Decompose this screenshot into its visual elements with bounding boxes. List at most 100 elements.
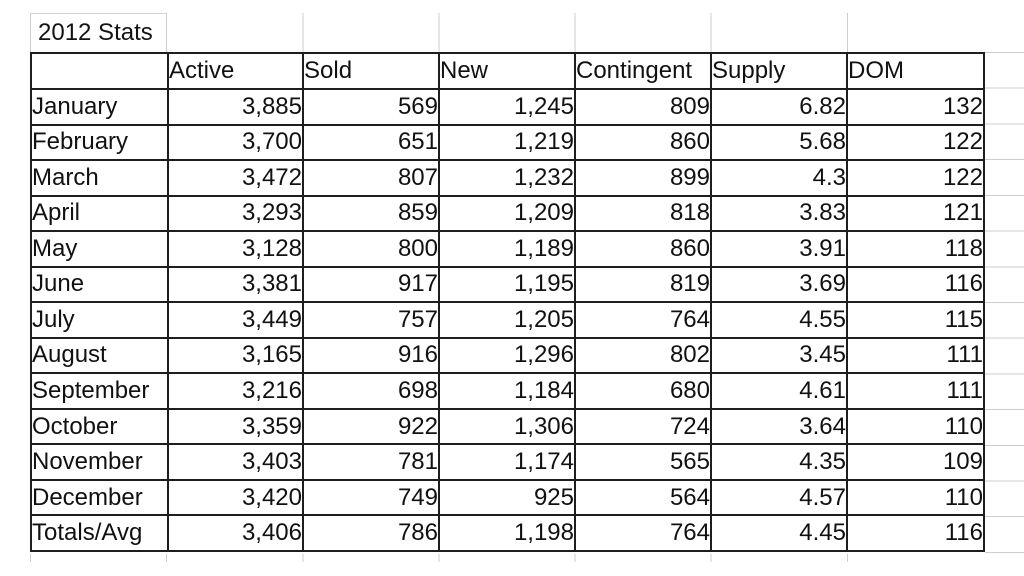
cell-supply[interactable]: 4.3 (710, 159, 848, 197)
cell-dom[interactable]: 115 (846, 301, 985, 339)
header-cell-supply[interactable]: Supply (710, 52, 848, 90)
cell-contingent[interactable]: 724 (574, 407, 712, 446)
cell-dom[interactable]: 110 (846, 407, 985, 446)
cell-dom[interactable]: 111 (846, 372, 985, 410)
cell-month-label[interactable]: January (30, 88, 169, 126)
cell-active[interactable]: 3,449 (167, 301, 304, 339)
cell-sold[interactable]: 916 (302, 336, 440, 375)
cell-contingent[interactable]: 809 (574, 88, 712, 126)
cell-sold[interactable]: 749 (302, 478, 440, 517)
cell-dom[interactable]: 118 (846, 230, 985, 268)
cell-dom[interactable]: 122 (846, 123, 985, 162)
header-cell-sold[interactable]: Sold (302, 52, 440, 90)
cell-contingent[interactable]: 860 (574, 123, 712, 162)
cell-sold[interactable]: 807 (302, 159, 440, 197)
cell-supply[interactable]: 5.68 (710, 123, 848, 162)
cell-active[interactable]: 3,165 (167, 336, 304, 375)
cell-contingent[interactable]: 860 (574, 230, 712, 268)
cell-new[interactable]: 1,205 (438, 301, 576, 339)
cell-month-label[interactable]: June (30, 265, 169, 304)
cell-active[interactable]: 3,885 (167, 88, 304, 126)
cell-month-label[interactable]: November (30, 443, 169, 481)
cell-supply[interactable]: 3.83 (710, 194, 848, 233)
cell-active[interactable]: 3,359 (167, 407, 304, 446)
cell-totals-label[interactable]: Totals/Avg (30, 514, 169, 552)
cell-new[interactable]: 1,306 (438, 407, 576, 446)
cell-month-label[interactable]: October (30, 407, 169, 446)
header-cell-empty[interactable] (30, 52, 169, 90)
cell-sold[interactable]: 859 (302, 194, 440, 233)
header-cell-active[interactable]: Active (167, 52, 304, 90)
cell-sold[interactable]: 781 (302, 443, 440, 481)
cell-supply[interactable]: 4.57 (710, 478, 848, 517)
cell-sold[interactable]: 698 (302, 372, 440, 410)
cell-contingent[interactable]: 680 (574, 372, 712, 410)
cell-active[interactable]: 3,472 (167, 159, 304, 197)
cell-supply[interactable]: 3.64 (710, 407, 848, 446)
cell-new[interactable]: 1,189 (438, 230, 576, 268)
cell-dom[interactable]: 116 (846, 265, 985, 304)
cell-active[interactable]: 3,420 (167, 478, 304, 517)
cell-active[interactable]: 3,406 (167, 514, 304, 552)
cell-new[interactable]: 1,195 (438, 265, 576, 304)
cell-dom[interactable]: 111 (846, 336, 985, 375)
cell-dom[interactable]: 132 (846, 88, 985, 126)
cell-supply[interactable]: 3.69 (710, 265, 848, 304)
cell-sold[interactable]: 922 (302, 407, 440, 446)
cell-month-label[interactable]: August (30, 336, 169, 375)
stats-table: Active Sold New Contingent Supply DOM Ja… (30, 52, 985, 552)
cell-dom[interactable]: 122 (846, 159, 985, 197)
cell-contingent[interactable]: 819 (574, 265, 712, 304)
cell-active[interactable]: 3,700 (167, 123, 304, 162)
header-cell-dom[interactable]: DOM (846, 52, 985, 90)
header-cell-contingent[interactable]: Contingent (574, 52, 712, 90)
cell-new[interactable]: 1,296 (438, 336, 576, 375)
cell-month-label[interactable]: December (30, 478, 169, 517)
cell-contingent[interactable]: 565 (574, 443, 712, 481)
cell-supply[interactable]: 3.91 (710, 230, 848, 268)
cell-month-label[interactable]: July (30, 301, 169, 339)
cell-dom[interactable]: 116 (846, 514, 985, 552)
cell-supply[interactable]: 3.45 (710, 336, 848, 375)
cell-new[interactable]: 1,184 (438, 372, 576, 410)
cell-sold[interactable]: 786 (302, 514, 440, 552)
cell-active[interactable]: 3,128 (167, 230, 304, 268)
cell-sold[interactable]: 569 (302, 88, 440, 126)
cell-contingent[interactable]: 899 (574, 159, 712, 197)
cell-new[interactable]: 1,174 (438, 443, 576, 481)
sheet-title-cell[interactable]: 2012 Stats (38, 19, 153, 46)
cell-new[interactable]: 1,209 (438, 194, 576, 233)
cell-sold[interactable]: 651 (302, 123, 440, 162)
cell-dom[interactable]: 110 (846, 478, 985, 517)
cell-new[interactable]: 1,219 (438, 123, 576, 162)
cell-month-label[interactable]: September (30, 372, 169, 410)
cell-supply[interactable]: 4.45 (710, 514, 848, 552)
cell-sold[interactable]: 800 (302, 230, 440, 268)
cell-sold[interactable]: 917 (302, 265, 440, 304)
cell-month-label[interactable]: May (30, 230, 169, 268)
cell-active[interactable]: 3,293 (167, 194, 304, 233)
cell-active[interactable]: 3,216 (167, 372, 304, 410)
cell-active[interactable]: 3,403 (167, 443, 304, 481)
header-cell-new[interactable]: New (438, 52, 576, 90)
cell-contingent[interactable]: 802 (574, 336, 712, 375)
cell-dom[interactable]: 109 (846, 443, 985, 481)
cell-contingent[interactable]: 564 (574, 478, 712, 517)
cell-active[interactable]: 3,381 (167, 265, 304, 304)
cell-new[interactable]: 1,245 (438, 88, 576, 126)
cell-month-label[interactable]: April (30, 194, 169, 233)
cell-supply[interactable]: 4.61 (710, 372, 848, 410)
cell-supply[interactable]: 6.82 (710, 88, 848, 126)
cell-month-label[interactable]: February (30, 123, 169, 162)
cell-dom[interactable]: 121 (846, 194, 985, 233)
cell-contingent[interactable]: 818 (574, 194, 712, 233)
cell-month-label[interactable]: March (30, 159, 169, 197)
cell-new[interactable]: 1,198 (438, 514, 576, 552)
cell-contingent[interactable]: 764 (574, 301, 712, 339)
cell-sold[interactable]: 757 (302, 301, 440, 339)
cell-supply[interactable]: 4.35 (710, 443, 848, 481)
cell-new[interactable]: 1,232 (438, 159, 576, 197)
cell-supply[interactable]: 4.55 (710, 301, 848, 339)
cell-contingent[interactable]: 764 (574, 514, 712, 552)
cell-new[interactable]: 925 (438, 478, 576, 517)
